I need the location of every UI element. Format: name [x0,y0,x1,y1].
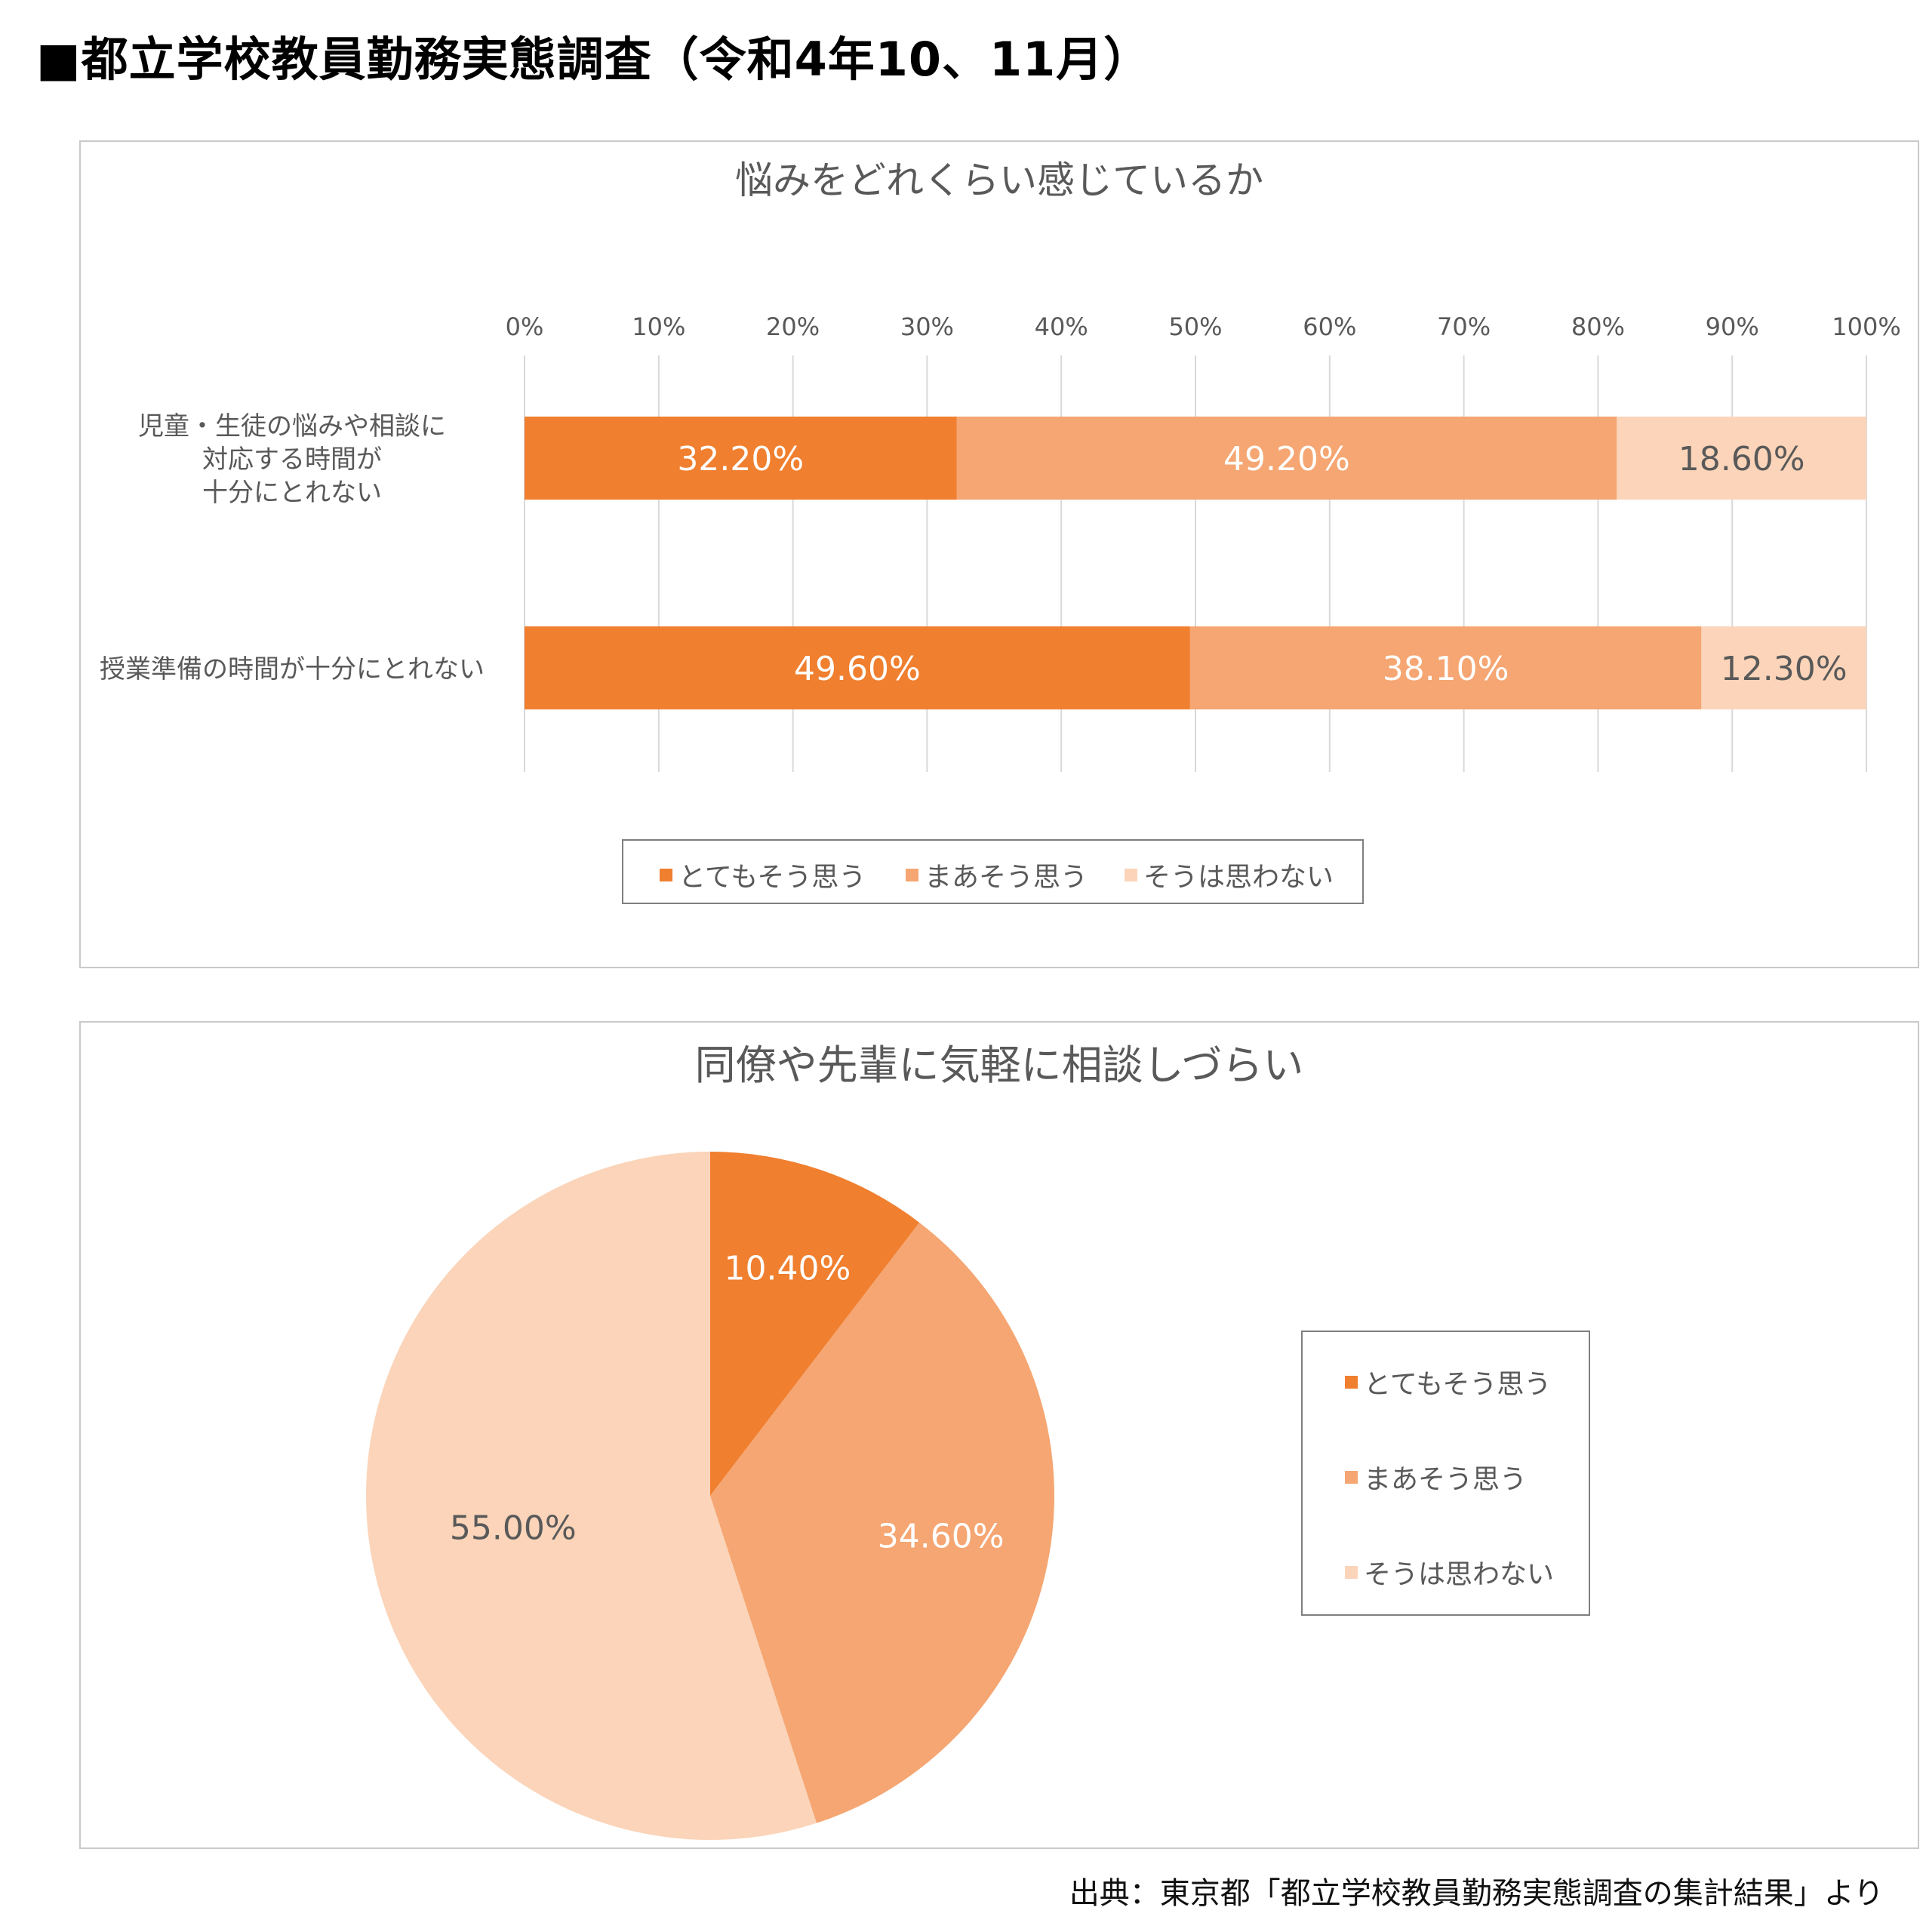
pie-chart-title: 同僚や先輩に気軽に相談しづらい [695,1041,1304,1089]
data-label: 38.10% [1383,650,1509,688]
category-label: 児童・生徒の悩みや相談に [138,411,446,441]
legend-swatch [660,868,672,881]
legend-item: まあそう思う [906,855,1088,894]
bar-segment [525,417,957,500]
x-tick-label: 50% [1168,312,1222,341]
pie-chart-legend: とてもそう思う まあそう思う そうは思わない [1301,1331,1590,1616]
legend-swatch [1345,1470,1358,1484]
bar-segment [525,626,1190,709]
x-tick-label: 0% [506,312,544,341]
pie-slice [710,1152,920,1496]
legend-swatch [1345,1565,1358,1579]
x-tick-label: 100% [1832,312,1900,341]
x-tick-label: 90% [1706,312,1759,341]
source-note: 出典：東京都「都立学校教員勤務実態調査の集計結果」より [1069,1876,1884,1911]
bar-chart-title: 悩みをどれくらい感じているか [735,158,1263,202]
x-tick-label: 70% [1437,312,1491,341]
stacked-bar-chart: 悩みをどれくらい感じているか 0% 10% 20% 30% 40% 50% 60% 70% 80%… [100,158,1901,772]
pie-slice [710,1222,1054,1823]
data-label: 12.30% [1721,650,1848,688]
bar-chart-legend: とてもそう思う まあそう思う そうは思わない [622,839,1364,904]
category-label: 対応する時間が [202,445,382,475]
x-tick-label: 20% [766,312,820,341]
legend-label: まあそう思う [1364,1464,1528,1495]
bar-segment [956,417,1617,500]
pie-chart: 同僚や先輩に気軽に相談しづらい 10.40% 34.60% 55.00% [365,1041,1304,1840]
data-label: 32.20% [677,440,804,478]
legend-item: とてもそう思う [660,855,866,894]
legend-label: そうは思わない [1143,862,1334,893]
bar-segment [1617,417,1866,500]
legend-item: そうは思わない [1125,855,1334,894]
x-tick-label: 10% [632,312,685,341]
x-tick-label: 60% [1303,312,1356,341]
x-tick-label: 80% [1571,312,1625,341]
legend-label: そうは思わない [1364,1559,1555,1590]
legend-label: とてもそう思う [1364,1369,1552,1400]
data-label: 49.20% [1223,440,1350,478]
bar-segment [1189,626,1702,709]
category-label: 十分にとれない [202,478,382,508]
legend-swatch [906,868,918,881]
pie-data-label: 34.60% [878,1517,1005,1555]
data-label: 49.60% [794,650,921,688]
pie-chart-panel: 同僚や先輩に気軽に相談しづらい 10.40% 34.60% 55.00% とてもそう思… [79,1021,1919,1849]
category-label: 授業準備の時間が十分にとれない [100,654,485,685]
legend-swatch [1345,1375,1358,1389]
pie-data-label: 55.00% [450,1509,577,1547]
pie-slice [365,1152,817,1840]
x-tick-label: 30% [900,312,954,341]
legend-item: まあそう思う [1345,1457,1527,1497]
page-title: ■都立学校教員勤務実態調査（令和4年10、11月） [36,32,1152,87]
data-label: 18.60% [1678,440,1805,478]
legend-label: まあそう思う [925,862,1088,893]
legend-label: とてもそう思う [678,862,866,893]
legend-item: とてもそう思う [1345,1362,1551,1401]
legend-item: そうは思わない [1345,1552,1554,1592]
pie-data-label: 10.40% [725,1250,851,1288]
bar-chart-panel: 悩みをどれくらい感じているか 0% 10% 20% 30% 40% 50% 60% 70% 80%… [79,140,1919,968]
x-tick-label: 40% [1035,312,1088,341]
bar-segment [1701,626,1866,709]
legend-swatch [1125,868,1137,881]
